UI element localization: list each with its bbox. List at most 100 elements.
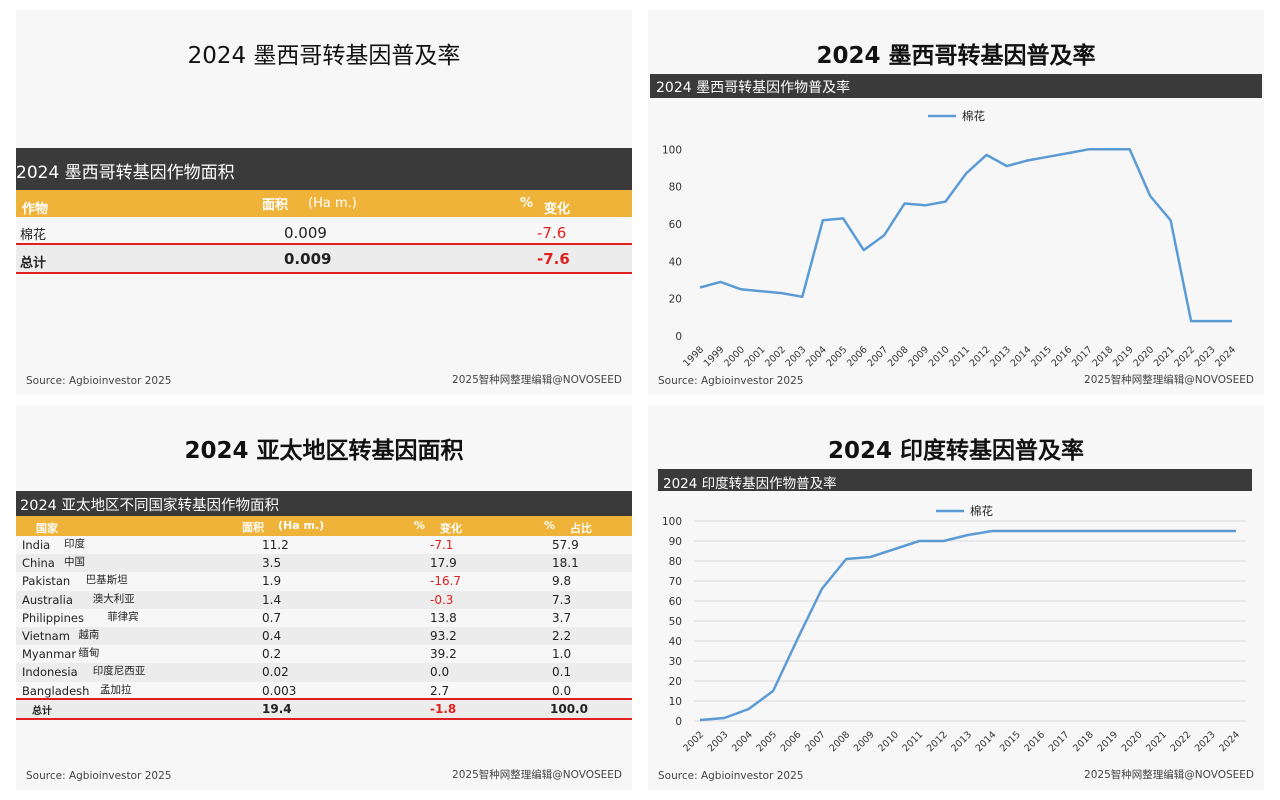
divider bbox=[16, 272, 632, 274]
change-cell: -7.6 bbox=[537, 224, 567, 242]
asia-pacific-panel: 2024 亚太地区转基因面积 2024 亚太地区不同国家转基因作物面积 国家 面… bbox=[16, 405, 632, 790]
area-cell: 0.4 bbox=[262, 629, 282, 643]
chart-title: 2024 印度转基因作物普及率 bbox=[663, 476, 837, 492]
table-row: Myanmar 缅甸 0.2 39.2 1.0 bbox=[16, 645, 632, 663]
table-row: India 印度 11.2 -7.1 57.9 bbox=[16, 536, 632, 554]
x-tick-label: 2024 bbox=[1217, 729, 1242, 754]
chart-title-bar: 2024 印度转基因作物普及率 bbox=[658, 469, 1252, 492]
y-tick-label: 60 bbox=[669, 219, 682, 231]
credit-note: 2025智种网整理编辑@NOVOSEED bbox=[1084, 769, 1254, 781]
area-cell: 1.4 bbox=[262, 592, 282, 607]
panel-title: 2024 墨西哥转基因普及率 bbox=[187, 43, 461, 69]
x-tick-label: 2001 bbox=[743, 344, 768, 369]
change-cell: 0.0 bbox=[430, 665, 450, 680]
x-tick-label: 2013 bbox=[949, 729, 974, 754]
y-tick-label: 10 bbox=[669, 696, 682, 708]
change-cell: 13.8 bbox=[430, 610, 457, 625]
table-row: Indonesia 印度尼西亚 0.02 0.0 0.1 bbox=[16, 663, 632, 682]
table-title: 2024 亚太地区不同国家转基因作物面积 bbox=[20, 498, 280, 514]
header-unit: (Ha m.) bbox=[278, 519, 325, 532]
x-tick-label: 2004 bbox=[730, 729, 755, 754]
change-cell: 17.9 bbox=[430, 556, 457, 571]
table-row: China 中国 3.5 17.9 18.1 bbox=[16, 554, 632, 573]
area-cell: 0.7 bbox=[262, 610, 282, 625]
y-tick-label: 30 bbox=[669, 656, 682, 668]
x-tick-label: 2017 bbox=[1070, 344, 1095, 369]
change-cell: 93.2 bbox=[430, 629, 457, 643]
y-tick-label: 80 bbox=[669, 182, 682, 194]
area-cell: 3.5 bbox=[262, 556, 282, 571]
country-zh: 印度尼西亚 bbox=[92, 665, 146, 678]
header-unit: (Ha m.) bbox=[308, 196, 357, 211]
x-tick-label: 2023 bbox=[1193, 729, 1218, 754]
share-cell: 0.1 bbox=[552, 665, 572, 680]
y-tick-label: 50 bbox=[669, 616, 682, 628]
y-tick-label: 40 bbox=[669, 256, 682, 268]
change-cell: 2.7 bbox=[430, 683, 450, 698]
header-pct: % bbox=[414, 519, 426, 532]
divider bbox=[16, 718, 632, 720]
share-cell: 1.0 bbox=[552, 647, 572, 662]
x-tick-label: 2022 bbox=[1169, 729, 1194, 754]
share-cell: 57.9 bbox=[552, 538, 579, 552]
x-tick-label: 2015 bbox=[1029, 344, 1054, 369]
share-cell: 0.0 bbox=[552, 683, 572, 698]
change-cell: -16.7 bbox=[430, 574, 462, 589]
y-tick-label: 60 bbox=[669, 596, 682, 608]
x-tick-label: 2023 bbox=[1193, 344, 1218, 369]
share-cell: 7.3 bbox=[552, 592, 572, 607]
x-tick-label: 2002 bbox=[681, 729, 706, 754]
x-tick-label: 2007 bbox=[865, 344, 890, 369]
y-tick-label: 70 bbox=[669, 576, 682, 588]
source-note: Source: Agbioinvestor 2025 bbox=[658, 375, 804, 387]
country-en: Pakistan bbox=[22, 574, 71, 589]
header-pct-share: % bbox=[544, 519, 556, 532]
divider bbox=[16, 698, 632, 700]
panel-title: 2024 亚太地区转基因面积 bbox=[184, 438, 464, 464]
table-row: Vietnam 越南 0.4 93.2 2.2 bbox=[16, 627, 632, 646]
share-cell: 9.8 bbox=[552, 574, 572, 589]
total-share: 100.0 bbox=[550, 702, 588, 716]
x-tick-label: 2003 bbox=[706, 729, 731, 754]
area-cell: 0.003 bbox=[262, 683, 297, 698]
total-label: 总计 bbox=[32, 706, 52, 717]
x-tick-label: 2021 bbox=[1144, 729, 1169, 754]
chart-title-bar: 2024 墨西哥转基因作物普及率 bbox=[650, 74, 1262, 98]
x-tick-label: 2015 bbox=[998, 729, 1023, 754]
x-tick-label: 2000 bbox=[722, 344, 747, 369]
x-tick-label: 2022 bbox=[1172, 344, 1197, 369]
y-tick-label: 100 bbox=[662, 144, 682, 156]
y-tick-label: 0 bbox=[675, 716, 682, 728]
mexico-adoption-panel: 2024 墨西哥转基因普及率 2024 墨西哥转基因作物普及率 0 20 40 60 8… bbox=[648, 10, 1264, 395]
table-header: 作物 面积 (Ha m.) % 变化 bbox=[16, 190, 632, 217]
x-tick-label: 1998 bbox=[681, 344, 706, 369]
country-en: Australia bbox=[22, 592, 73, 607]
crop-cell: 棉花 bbox=[20, 228, 47, 243]
table-title-bar: 2024 墨西哥转基因作物面积 bbox=[16, 148, 632, 190]
table-title: 2024 墨西哥转基因作物面积 bbox=[16, 163, 235, 183]
legend-label: 棉花 bbox=[962, 109, 985, 123]
country-zh: 缅甸 bbox=[78, 647, 100, 660]
source-note: Source: Agbioinvestor 2025 bbox=[658, 770, 804, 782]
share-cell: 2.2 bbox=[552, 629, 572, 643]
country-zh: 印度 bbox=[64, 538, 85, 550]
x-tick-label: 2011 bbox=[901, 729, 926, 754]
india-adoption-panel: 2024 印度转基因普及率 2024 印度转基因作物普及率 0 10 20 30 40 5… bbox=[648, 405, 1264, 790]
x-tick-label: 2019 bbox=[1095, 729, 1120, 754]
total-area: 0.009 bbox=[284, 250, 332, 268]
x-tick-label: 2021 bbox=[1152, 344, 1177, 369]
header-area: 面积 bbox=[242, 521, 264, 534]
table-title-bar: 2024 亚太地区不同国家转基因作物面积 bbox=[16, 491, 632, 516]
x-tick-label: 2020 bbox=[1120, 729, 1145, 754]
share-cell: 3.7 bbox=[552, 610, 572, 625]
header-crop: 作物 bbox=[22, 202, 49, 217]
table-row: Bangladesh 孟加拉 0.003 2.7 0.0 bbox=[16, 682, 632, 700]
header-pct: % bbox=[520, 196, 534, 211]
x-tick-label: 2013 bbox=[988, 344, 1013, 369]
country-zh: 巴基斯坦 bbox=[85, 574, 128, 587]
header-country: 国家 bbox=[36, 522, 58, 535]
country-zh: 越南 bbox=[78, 629, 100, 641]
country-zh: 澳大利亚 bbox=[92, 592, 135, 605]
country-en: China bbox=[22, 556, 55, 571]
